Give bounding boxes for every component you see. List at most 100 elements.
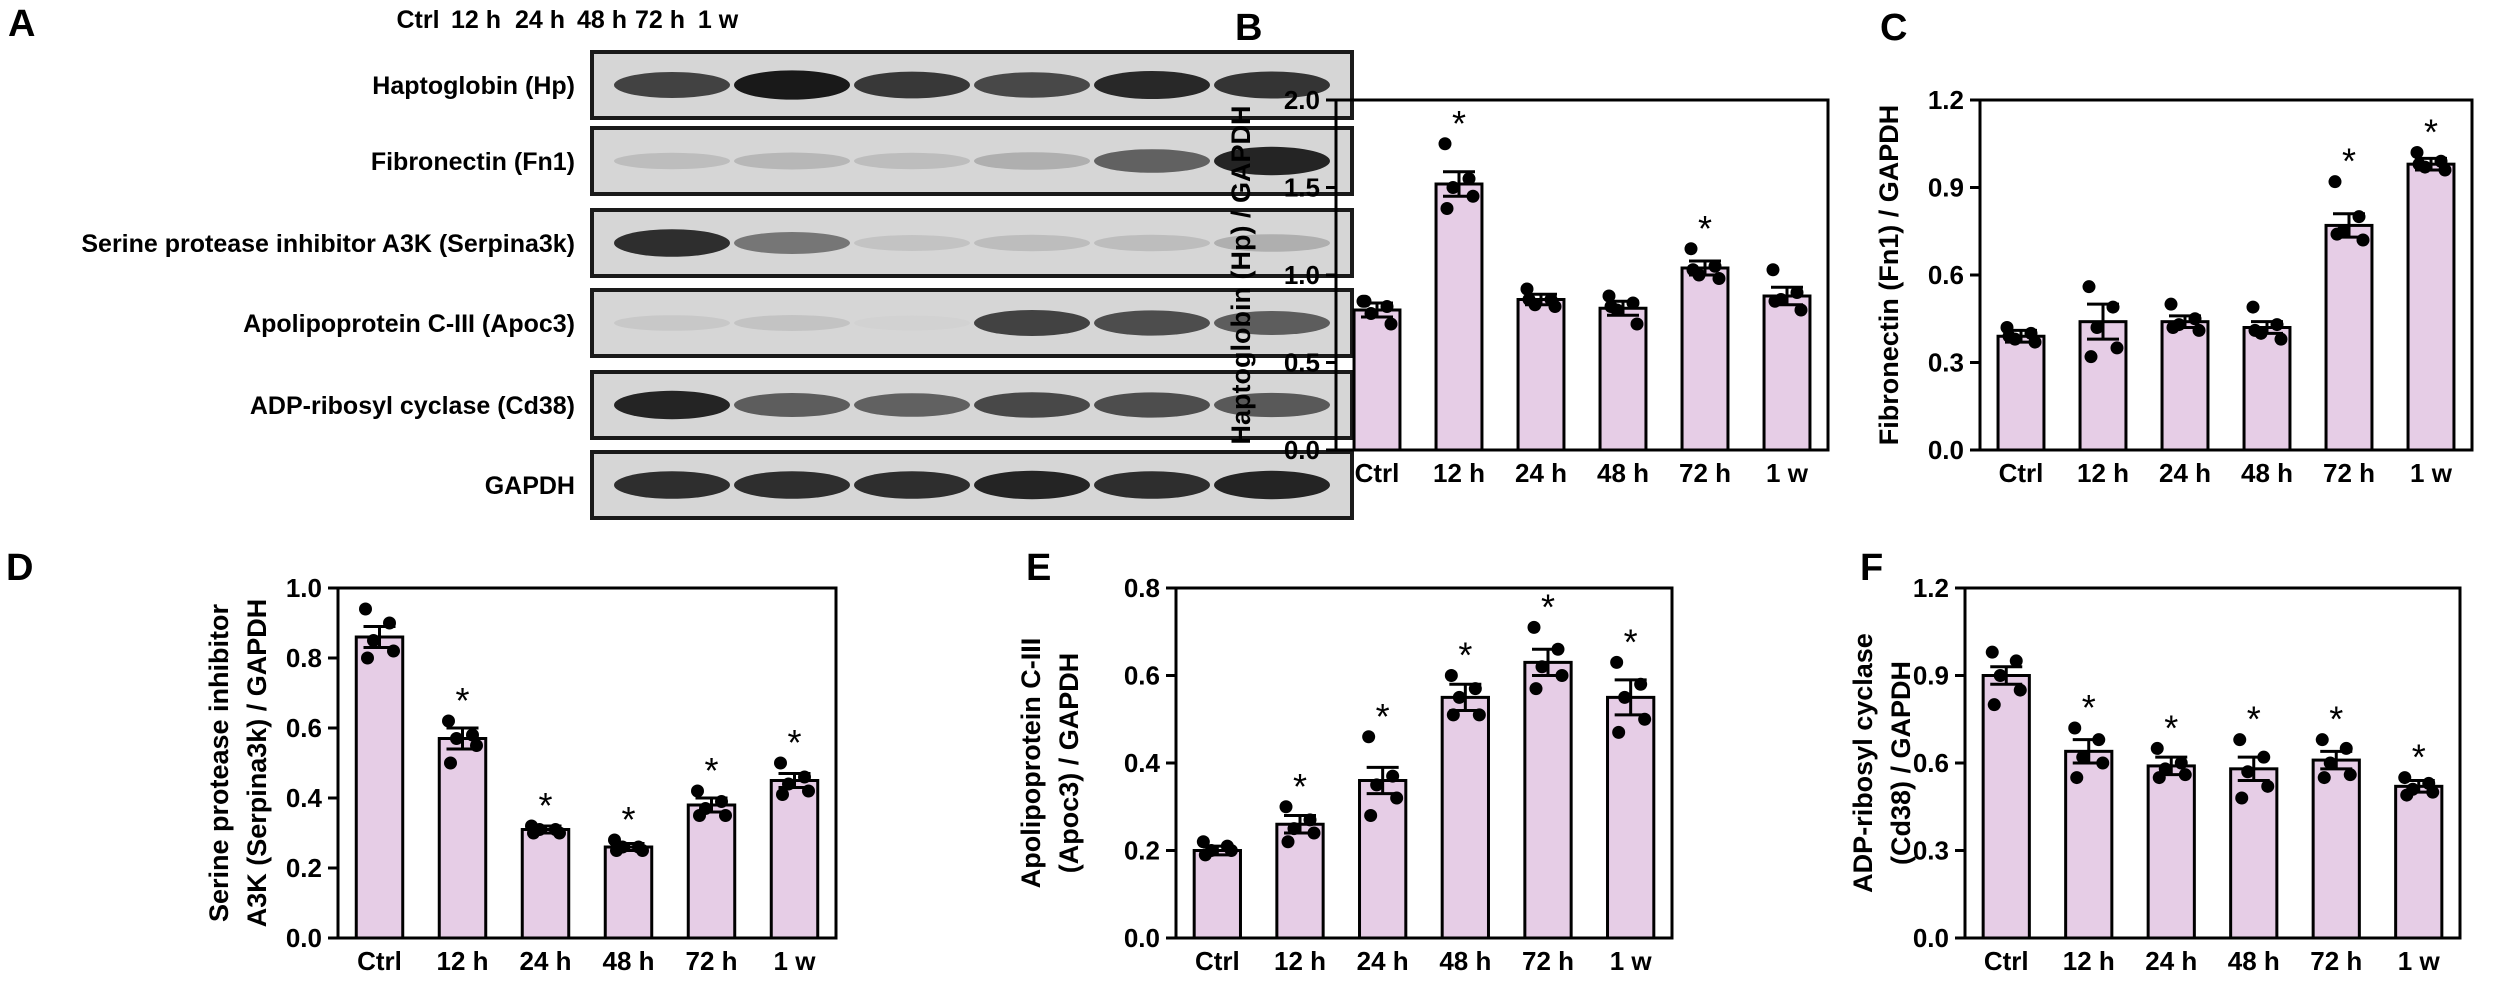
data-point	[1708, 259, 1722, 273]
blot-band	[974, 152, 1090, 170]
data-point	[1522, 293, 1536, 306]
data-point	[1452, 690, 1466, 704]
data-point	[2410, 146, 2424, 159]
data-point	[444, 756, 457, 770]
blot-row-label: ADP-ribosyl cyclase (Cd38)	[250, 392, 575, 420]
data-point	[1446, 708, 1460, 722]
data-point	[776, 788, 789, 801]
data-point	[442, 714, 455, 728]
data-point	[2261, 779, 2275, 793]
data-point	[553, 826, 566, 840]
bar	[1516, 298, 1566, 452]
x-tick-label: 12 h	[2063, 946, 2115, 976]
data-point	[1370, 778, 1384, 792]
data-point	[1307, 826, 1321, 840]
data-point	[1610, 655, 1624, 669]
x-tick-label: Ctrl	[1999, 458, 2044, 488]
bar	[1981, 674, 2031, 940]
significance-star: *	[704, 750, 718, 791]
data-point	[2246, 300, 2260, 314]
y-tick-label: 0.6	[286, 713, 322, 743]
y-tick-label: 0.0	[1124, 923, 1160, 953]
data-point	[1551, 642, 1565, 656]
data-point	[1626, 296, 1640, 310]
significance-star: *	[2424, 112, 2438, 153]
x-tick-label: 24 h	[1357, 946, 1409, 976]
data-point	[2241, 765, 2255, 779]
data-point	[782, 777, 795, 791]
significance-star: *	[621, 799, 635, 840]
panel-label-a: A	[8, 3, 35, 45]
data-point	[1364, 809, 1378, 822]
significance-star: *	[2329, 699, 2343, 740]
y-tick-label: 0.8	[286, 643, 322, 673]
bar	[520, 828, 571, 940]
y-tick-label: 0.8	[1124, 573, 1160, 603]
blot-band	[974, 234, 1090, 252]
data-point	[1618, 690, 1632, 704]
bar	[769, 779, 820, 940]
bar	[2078, 320, 2128, 452]
data-point	[1196, 835, 1210, 849]
data-point	[2178, 768, 2192, 782]
data-point	[1462, 172, 1476, 186]
y-tick-label: 0.9	[1913, 661, 1949, 691]
data-point	[1380, 300, 1394, 313]
data-point	[2257, 750, 2271, 764]
data-point	[715, 795, 728, 808]
x-tick-label: 1 w	[774, 946, 817, 976]
data-point	[719, 809, 732, 822]
bar	[437, 737, 488, 940]
data-point	[1472, 708, 1486, 722]
significance-star: *	[455, 680, 469, 721]
y-tick-label: 0.9	[1928, 173, 1964, 203]
data-point	[1446, 181, 1460, 194]
data-point	[2092, 733, 2106, 747]
x-tick-label: 24 h	[519, 946, 571, 976]
data-point	[1766, 263, 1780, 277]
y-tick-label: 0.5	[1284, 348, 1320, 378]
data-point	[1548, 300, 1562, 313]
blot-band	[854, 471, 970, 499]
x-tick-label: 48 h	[1439, 946, 1491, 976]
blot-band	[974, 72, 1090, 98]
x-tick-label: 24 h	[2159, 458, 2211, 488]
axes-frame	[1334, 98, 1830, 452]
data-point	[1386, 769, 1400, 783]
blot-band	[734, 152, 850, 170]
blot-row-label: Fibronectin (Fn1)	[371, 148, 575, 176]
chart-f: F Ctrl * 12 h * 24 h * 48 h * 72 h * 1 w 0.0 0.3 0.6 0.…	[1848, 547, 2462, 976]
blot-band	[854, 235, 970, 251]
x-tick-label: 48 h	[2228, 946, 2280, 976]
blot-band	[734, 70, 850, 100]
y-axis-label: Fibronectin (Fn1) / GAPDH	[1874, 105, 1904, 446]
data-point	[1198, 848, 1212, 862]
blot-band	[854, 71, 970, 99]
blot-band	[1094, 149, 1210, 173]
data-point	[1604, 300, 1618, 313]
blot-band	[734, 471, 850, 499]
bar	[1762, 294, 1812, 452]
blot-row-label: Haptoglobin (Hp)	[372, 72, 575, 100]
data-point	[1520, 282, 1534, 296]
x-tick-label: 48 h	[1597, 458, 1649, 488]
y-tick-label: 0.3	[1913, 836, 1949, 866]
data-point	[1358, 294, 1372, 308]
axes-frame	[1963, 586, 2462, 940]
data-point	[2274, 332, 2288, 346]
data-point	[367, 634, 380, 647]
bar	[2160, 320, 2210, 452]
y-axis-label: Apolipoprotein C-III	[1016, 638, 1046, 888]
data-point	[1712, 272, 1726, 285]
significance-star: *	[1452, 103, 1466, 144]
data-point	[2082, 280, 2096, 294]
blot-band	[1214, 392, 1330, 418]
blot-band	[614, 390, 730, 420]
data-point	[802, 784, 815, 798]
data-point	[2152, 771, 2166, 785]
western-blot-panel: A Ctrl 12 h 24 h 48 h 72 h 1 w Haptoglobin (Hp)…	[8, 3, 1354, 520]
panel-label: E	[1026, 547, 1051, 589]
y-tick-label: 1.5	[1284, 173, 1320, 203]
chart-e: E Ctrl * 12 h * 24 h * 48 h * 72 h * 1 w 0.0 0.2 0.4 0.…	[1016, 547, 1674, 976]
data-point	[1602, 289, 1616, 303]
